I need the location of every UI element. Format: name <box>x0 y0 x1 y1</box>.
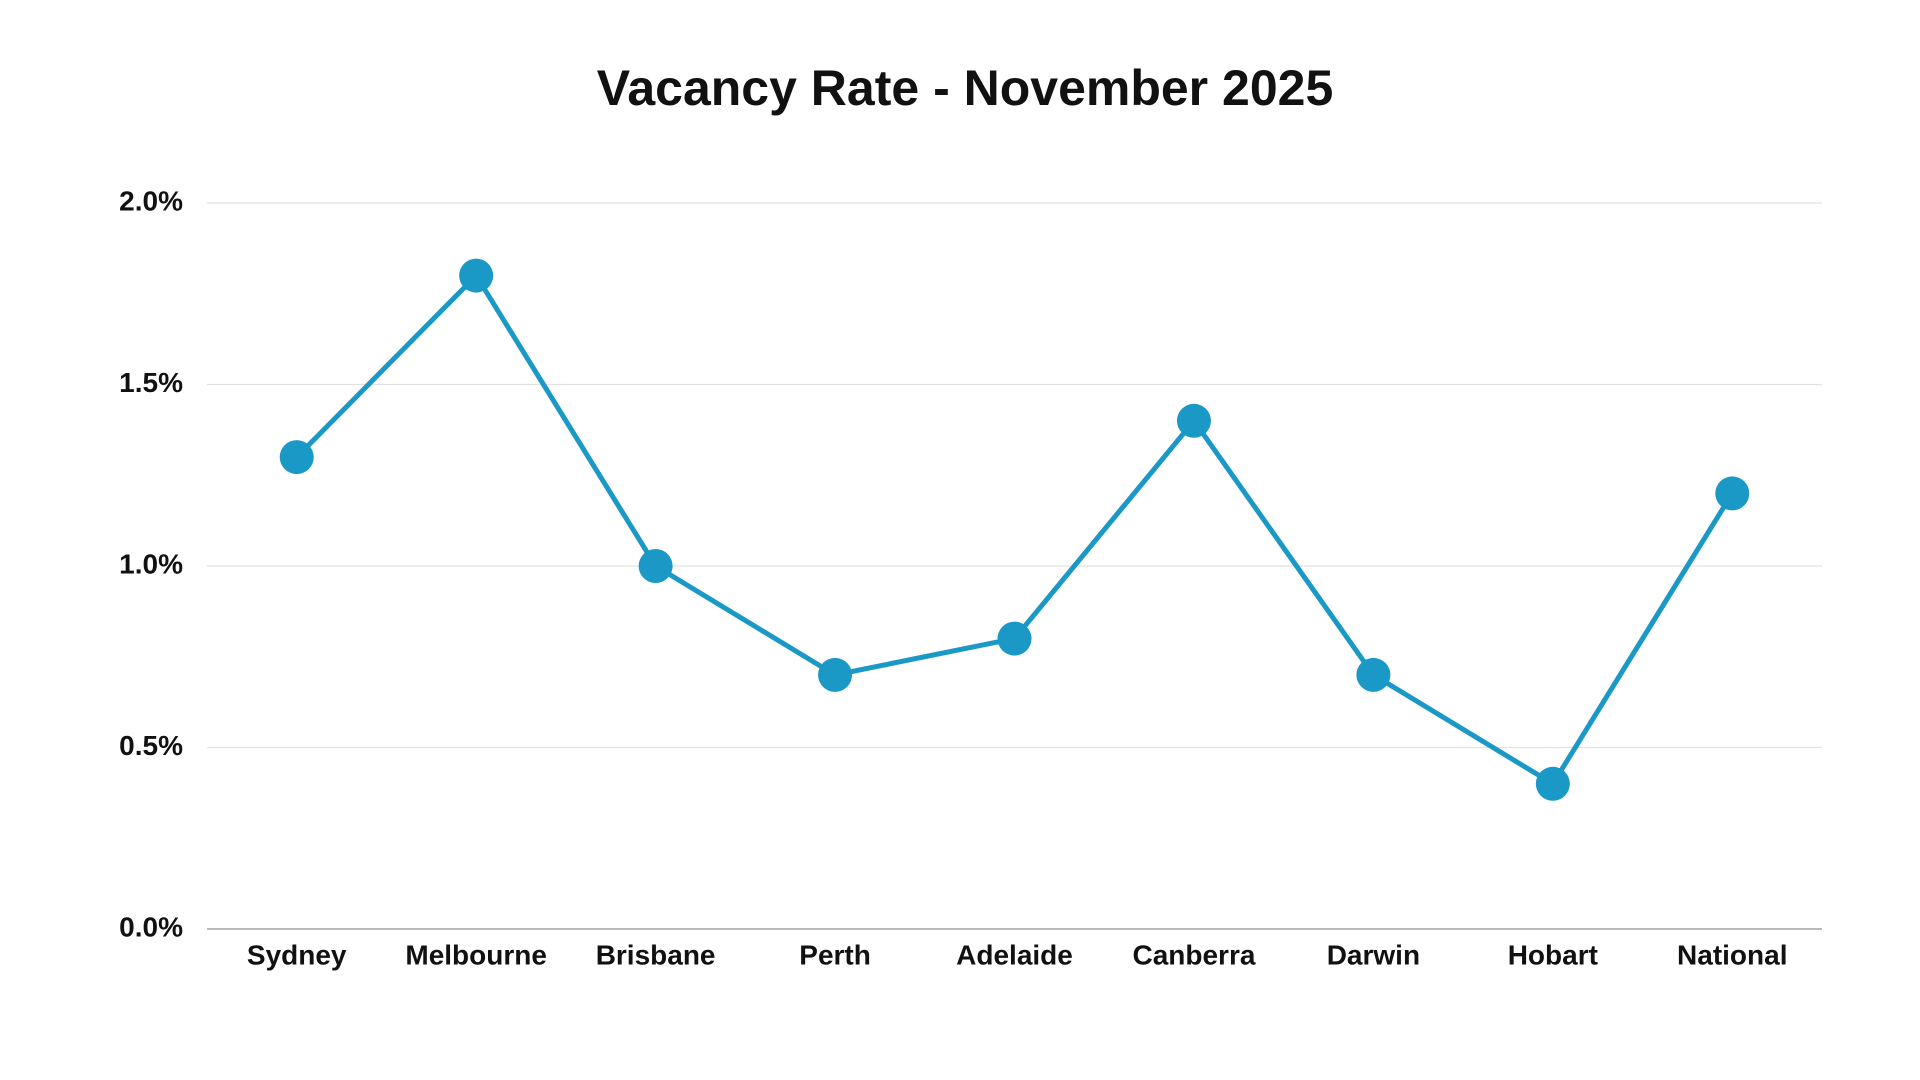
x-tick-label: Adelaide <box>956 939 1073 970</box>
y-tick-label: 0.0% <box>119 911 183 942</box>
x-tick-label: National <box>1677 939 1787 970</box>
y-tick-label: 1.0% <box>119 548 183 579</box>
point <box>279 440 314 475</box>
point <box>1356 657 1391 692</box>
point <box>459 258 494 293</box>
point <box>638 549 673 583</box>
x-tick-label: Darwin <box>1327 939 1420 970</box>
y-tick-label: 2.0% <box>119 185 183 216</box>
x-tick-label: Canberra <box>1132 939 1255 970</box>
chart-title: Vacancy Rate - November 2025 <box>597 60 1334 116</box>
x-tick-label: Brisbane <box>596 939 716 970</box>
x-tick-label: Hobart <box>1508 939 1598 970</box>
y-tick-label: 0.5% <box>119 730 183 761</box>
point <box>818 657 853 692</box>
x-tick-label: Perth <box>799 939 871 970</box>
line <box>294 273 1735 787</box>
point <box>1535 766 1570 801</box>
point <box>1715 476 1750 511</box>
x-tick-label: Sydney <box>247 939 347 970</box>
point <box>1176 403 1211 438</box>
x-tick-label: Melbourne <box>405 939 547 970</box>
y-tick-label: 1.5% <box>119 367 183 398</box>
point <box>997 621 1032 656</box>
